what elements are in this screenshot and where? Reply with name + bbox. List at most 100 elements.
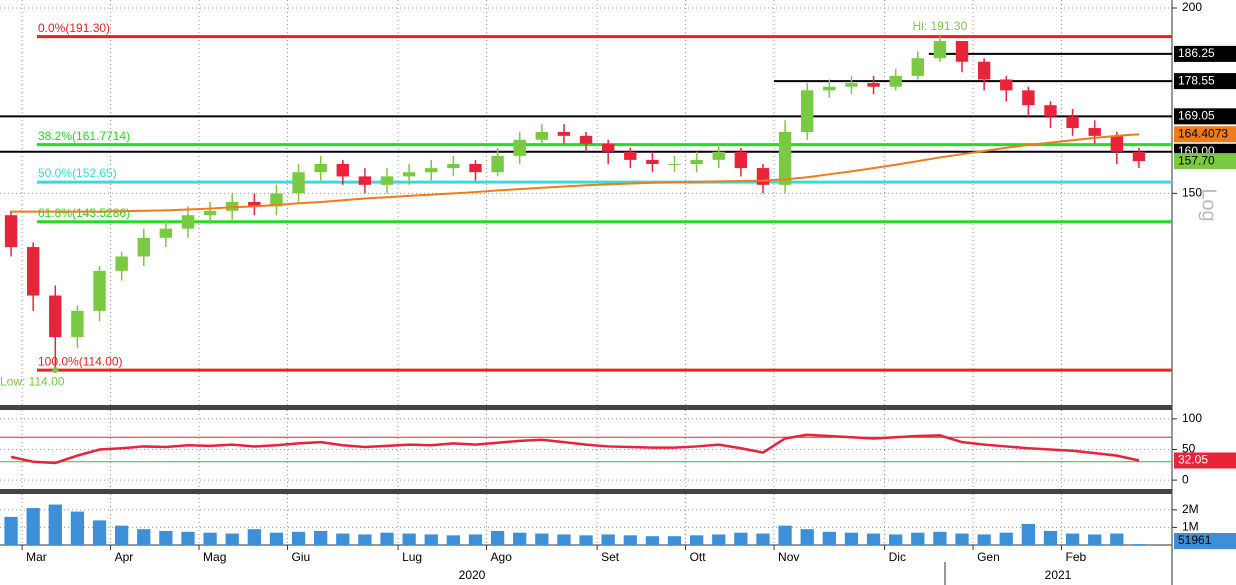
x-tick-label: Apr [115,550,134,564]
volume-bar [1110,533,1124,545]
candle-body [712,151,725,160]
candle-body [26,247,40,296]
volume-bar [933,531,947,545]
candle-body [668,163,681,165]
candle-body [778,131,792,185]
y-tick-label: 1M [1182,520,1199,534]
volume-bar [26,508,40,545]
fib-label: 38.2%(161.7714) [38,129,130,143]
candle-body [513,139,526,156]
scale-label: Log [1198,188,1220,221]
fib-label: 61.8%(143.5286) [38,206,130,220]
volume-bar [999,532,1013,545]
volume-bar [137,529,151,545]
candle-body [690,159,703,164]
candle-body [911,58,924,76]
volume-bar [645,536,660,545]
x-tick-label: Lug [402,550,422,564]
rsi-value-label-box [1174,452,1236,469]
candle-body [535,131,549,140]
candle-body [469,163,482,173]
candle-body [314,163,327,173]
volume-bar [513,532,527,545]
volume-bar [402,533,416,545]
volume-bar [159,530,173,545]
volume-bar [977,534,991,545]
candle-body [1022,90,1035,106]
candle-body [93,270,106,311]
volume-bar [889,534,903,545]
level-label: 186.25 [1178,46,1215,60]
volume-bar [1043,530,1058,545]
volume-bar [756,533,770,545]
y-tick-label: 2M [1182,502,1199,516]
level-label: 178.55 [1178,73,1215,87]
candle-body [601,143,615,152]
volume-bar [800,529,814,545]
candle-body [292,172,305,194]
candle-body [1044,105,1057,117]
last-price-label-box [1174,153,1236,170]
volume-bar [579,535,593,545]
candle-body [115,256,128,271]
candle-body [579,135,593,144]
candle-body [1088,128,1101,136]
x-tick-label: Ott [690,550,707,564]
level-label-box [1174,45,1236,62]
x-tick-label: Mar [26,550,47,564]
year-label: 2021 [1045,568,1072,582]
x-tick-label: Feb [1066,550,1087,564]
x-tick-label: Giu [292,550,311,564]
low-marker [52,367,59,374]
panel-separator [0,489,1172,494]
volume-bar [115,525,129,545]
level-label-box [1174,108,1236,125]
candle-body [181,215,195,229]
candle-body [248,201,261,207]
candle-body [801,90,814,132]
year-label: 2020 [459,568,486,582]
candle-body [889,75,902,87]
candle-body [402,172,416,177]
fib-label: 50.0%(152.65) [38,166,117,180]
y-tick-label: 200 [1182,0,1202,14]
candle-body [756,168,770,185]
x-tick-label: Mag [203,550,226,564]
volume-bar [314,530,328,545]
candle-body [71,310,84,338]
volume-bar [1132,544,1146,545]
volume-bar [955,533,969,545]
y-tick-label: 50 [1182,442,1196,456]
volume-bar [446,535,460,545]
candle-body [624,151,637,160]
y-tick-label: 150 [1182,186,1202,200]
y-tick-label: 100 [1182,411,1202,425]
volume-bar [911,532,925,545]
volume-bar [468,534,483,545]
candle-body [358,176,372,185]
fib-label: 0.0%(191.30) [38,21,110,35]
candle-body [336,163,349,177]
moving-average [11,133,1140,213]
volume-bar [601,534,615,545]
candle-body [823,86,836,91]
volume-bar [380,532,394,545]
level-label: 169.05 [1178,108,1215,122]
volume-value-box [1174,533,1236,549]
hi-label: Hi: 191.30 [913,19,968,33]
volume-bar [557,534,571,545]
candle-body [1000,79,1013,91]
y-tick-label: 0 [1182,472,1189,486]
volume-bar [48,504,62,545]
candle-body [159,228,173,238]
fib-label: 100.0%(114.00) [38,354,123,368]
ma-label: 164.4073 [1178,126,1228,140]
x-tick-label: Ago [491,550,513,564]
volume-bar [866,533,881,545]
candle-body [933,41,947,59]
x-tick-label: Nov [778,550,799,564]
candle-body [49,295,62,338]
volume-bar [336,533,350,545]
volume-bar [490,530,505,545]
low-label: Low: 114.00 [0,374,65,388]
